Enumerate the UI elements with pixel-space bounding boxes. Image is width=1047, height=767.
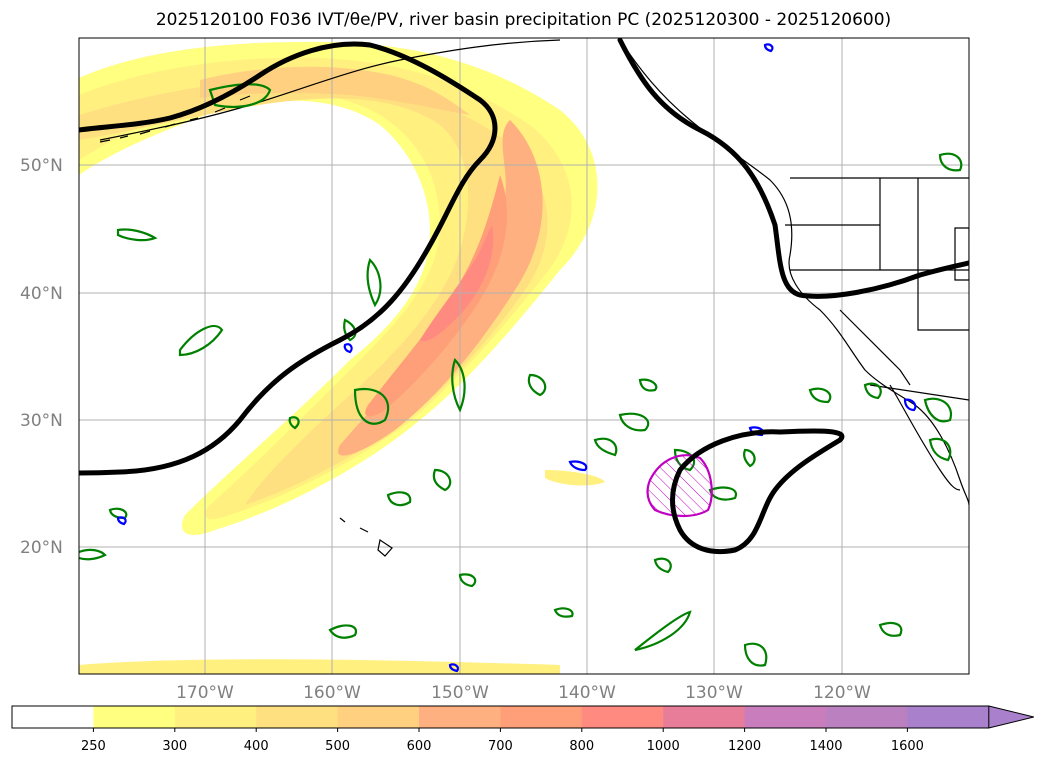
pv-contour <box>808 387 832 404</box>
colorbar-segment <box>256 706 339 728</box>
colorbar-segment <box>744 706 827 728</box>
colorbar-tick-label: 500 <box>325 739 350 754</box>
state-borders <box>785 178 969 386</box>
pv-contour <box>878 621 903 637</box>
colorbar-segment <box>907 706 990 728</box>
theta-e-contour-east <box>617 38 969 299</box>
lon-label-130w: 130°W <box>685 683 743 703</box>
theta-e-contour-north <box>79 41 498 476</box>
pv-contour <box>458 573 477 588</box>
graticule <box>79 38 969 674</box>
colorbar-segment <box>826 706 908 728</box>
pv-contours <box>79 83 963 667</box>
colorbar-tick-label: 400 <box>244 739 269 754</box>
aleutian-islands <box>99 95 251 143</box>
colorbar-tick-label: 1000 <box>647 739 680 754</box>
ivt-band-east <box>545 470 605 486</box>
colorbar-tick-label: 600 <box>407 739 432 754</box>
ivt-band-600 <box>338 120 543 456</box>
colorbar-segment <box>12 706 94 728</box>
pv-contour <box>743 642 768 667</box>
pv-contour <box>79 548 107 561</box>
colorbar-extend-arrow <box>988 705 1034 729</box>
latitude-labels: 20°N 30°N 40°N 50°N <box>20 156 63 558</box>
pv-contour <box>208 83 272 108</box>
negative-pv-contours <box>116 43 917 673</box>
lat-label-30n: 30°N <box>20 411 63 431</box>
mexico-border <box>869 384 969 401</box>
ivt-band-300 <box>79 57 572 520</box>
pv-contour <box>116 228 158 242</box>
neg-pv-contour <box>763 43 774 53</box>
ivt-band-400 <box>79 79 548 505</box>
map-frame <box>78 37 970 675</box>
ivt-band-500 <box>200 66 470 115</box>
pv-contour <box>938 152 963 172</box>
map-title: 2025120100 F036 IVT/θe/PV, river basin p… <box>155 10 892 30</box>
neg-pv-contour <box>448 663 459 673</box>
pv-contour <box>923 397 953 423</box>
colorbar-tick-label: 300 <box>162 739 187 754</box>
baja-california <box>889 384 961 491</box>
colorbar-tick-label: 1400 <box>809 739 842 754</box>
lat-label-20n: 20°N <box>20 538 63 558</box>
ivt-band-800 <box>420 225 494 342</box>
neg-pv-contour <box>568 460 588 472</box>
colorbar-tick-label: 700 <box>488 739 513 754</box>
pv-contour <box>638 378 658 392</box>
hawaii-islands <box>339 517 393 557</box>
longitude-labels: 170°W 160°W 150°W 140°W 130°W 120°W <box>176 683 871 703</box>
pv-contour <box>178 325 224 357</box>
lon-label-170w: 170°W <box>176 683 234 703</box>
pv-contour <box>366 257 382 308</box>
colorbar-segment <box>581 706 664 728</box>
neg-pv-contour <box>903 398 917 412</box>
lat-label-40n: 40°N <box>20 284 63 304</box>
theta-e-contours <box>79 38 969 555</box>
lon-label-140w: 140°W <box>558 683 616 703</box>
pv-contour <box>432 468 452 492</box>
colorbar-tick-label: 800 <box>569 739 594 754</box>
pv-contour <box>328 624 358 639</box>
pv-contour <box>863 382 882 400</box>
colorbar-segment <box>419 706 501 728</box>
colorbar-tick-label: 1200 <box>728 739 761 754</box>
colorbar-segment <box>663 706 746 728</box>
pv-contour <box>708 486 738 501</box>
pv-contour <box>593 437 618 457</box>
pv-contour <box>928 437 952 462</box>
map-layers <box>79 38 969 674</box>
pv-contour <box>553 607 574 618</box>
neg-pv-contour <box>343 343 353 354</box>
lon-label-120w: 120°W <box>813 683 871 703</box>
pv-contour <box>742 448 756 468</box>
ivt-band-south <box>79 659 560 674</box>
lon-label-150w: 150°W <box>431 683 489 703</box>
colorbar-segment <box>337 706 420 728</box>
colorbar-tick-label: 250 <box>81 739 106 754</box>
lat-label-50n: 50°N <box>20 156 63 176</box>
colorbar: 250 300 400 500 600 700 800 1000 1200 1400 1600 <box>11 705 1034 754</box>
lon-label-160w: 160°W <box>303 683 361 703</box>
pv-contour <box>618 412 650 432</box>
colorbar-segment <box>174 706 257 728</box>
pv-contour <box>288 416 300 430</box>
colorbar-segment <box>93 706 176 728</box>
pv-contour <box>634 610 692 652</box>
colorbar-tick-label: 1600 <box>891 739 924 754</box>
pv-contour <box>451 357 466 413</box>
pv-contour <box>527 373 547 397</box>
pv-contour <box>653 557 672 574</box>
theta-e-contour-closed <box>670 428 845 555</box>
precip-pc-region <box>646 454 713 518</box>
colorbar-segment <box>500 706 583 728</box>
pv-contour <box>343 318 357 342</box>
pv-contour <box>353 387 390 425</box>
pv-contour <box>386 491 412 507</box>
neg-pv-contour <box>116 516 127 526</box>
